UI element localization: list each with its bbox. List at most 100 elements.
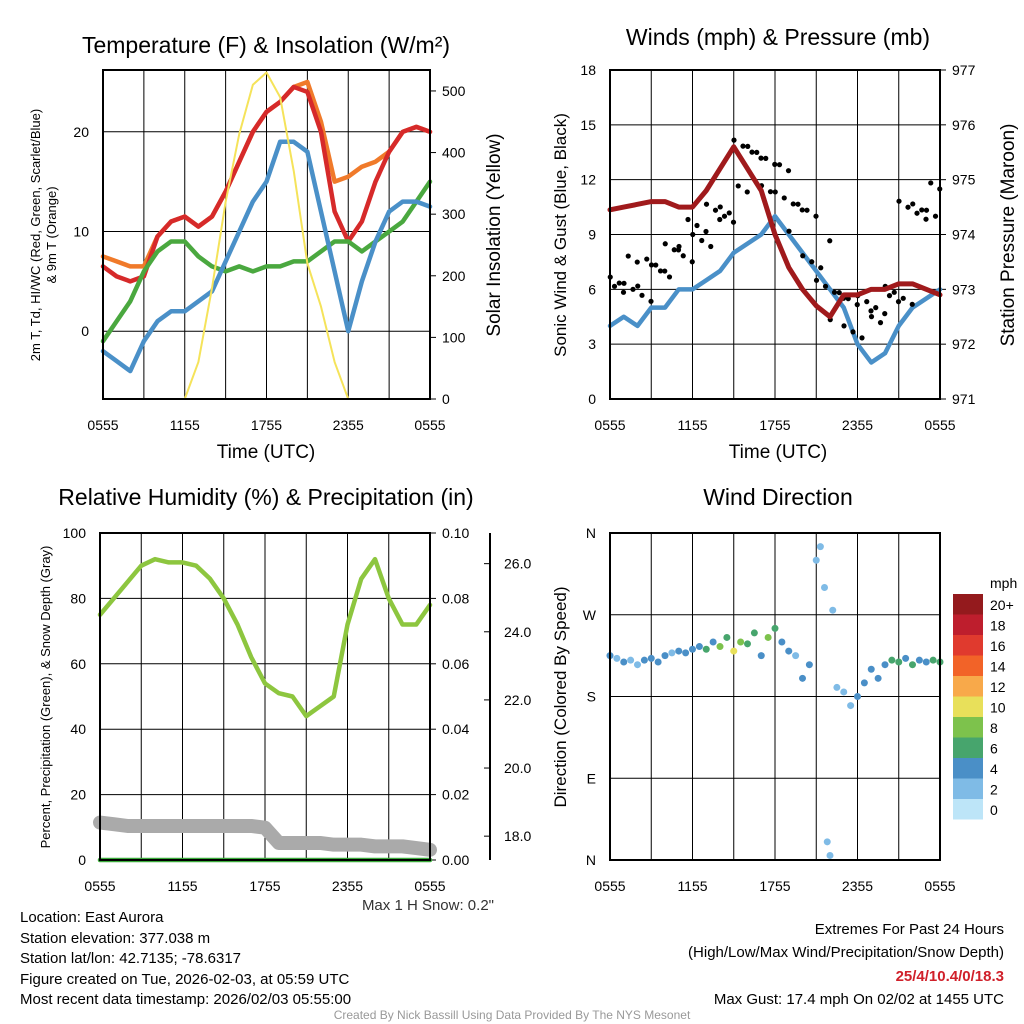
credit-text: Created By Nick Bassill Using Data Provi… bbox=[334, 1008, 691, 1022]
gust-point bbox=[749, 149, 755, 155]
legend-label: 10 bbox=[990, 700, 1006, 716]
legend-swatch bbox=[953, 614, 983, 635]
gust-point bbox=[772, 161, 778, 167]
gust-point bbox=[895, 299, 902, 305]
y2-tick-label: 977 bbox=[952, 62, 976, 78]
gust-point bbox=[776, 162, 783, 168]
gust-point bbox=[676, 243, 682, 250]
y2-tick-label: 976 bbox=[952, 117, 976, 133]
y-tick-label: 6 bbox=[588, 281, 596, 297]
x-tick-label: 2355 bbox=[332, 878, 363, 894]
direction-point bbox=[816, 543, 824, 551]
series-hi-wc-line bbox=[100, 139, 433, 374]
direction-point bbox=[716, 643, 724, 651]
x-tick-label: 0555 bbox=[924, 417, 955, 433]
y-tick-label: 60 bbox=[70, 656, 86, 672]
gust-point bbox=[868, 308, 874, 314]
y2-tick-label: 0.08 bbox=[442, 590, 469, 606]
direction-point bbox=[702, 645, 710, 653]
y2-tick-label: 975 bbox=[952, 172, 976, 188]
gust-point bbox=[745, 143, 751, 149]
y-tick-label: W bbox=[583, 607, 597, 623]
y2-tick-label: 300 bbox=[442, 206, 466, 222]
gust-point bbox=[648, 262, 655, 268]
gust-point bbox=[740, 143, 746, 149]
wind-direction-points bbox=[606, 543, 944, 859]
winddir-panel-title: Wind Direction bbox=[703, 484, 853, 510]
gust-point bbox=[763, 155, 769, 161]
direction-point bbox=[668, 649, 676, 657]
legend-swatch bbox=[953, 737, 983, 758]
gust-point bbox=[712, 207, 719, 213]
direction-point bbox=[840, 688, 848, 696]
x-tick-label: 2355 bbox=[842, 878, 873, 894]
plot-frame bbox=[609, 69, 941, 400]
gust-point bbox=[699, 237, 705, 244]
gust-point bbox=[717, 216, 723, 223]
gust-point bbox=[923, 216, 929, 222]
gust-point bbox=[785, 168, 792, 174]
y2-tick-label: 500 bbox=[442, 83, 466, 99]
temp-y2label: Solar Insolation (Yellow) bbox=[484, 133, 505, 336]
y-tick-label: 0 bbox=[81, 323, 89, 339]
x-tick-label: 0555 bbox=[594, 878, 625, 894]
x-tick-label: 0555 bbox=[84, 878, 115, 894]
legend-swatch bbox=[953, 676, 983, 697]
direction-point bbox=[634, 661, 641, 669]
temp-ylabel-1: 2m T, Td, HI/WC (Red, Green, Scarlet/Blu… bbox=[28, 109, 43, 361]
rh-panel-title: Relative Humidity (%) & Precipitation (i… bbox=[58, 484, 473, 510]
gust-point bbox=[827, 238, 833, 244]
gust-point bbox=[914, 210, 920, 216]
temp-xlabel: Time (UTC) bbox=[217, 442, 316, 463]
direction-point bbox=[829, 606, 837, 614]
y2-tick-label: 0 bbox=[442, 391, 450, 407]
x-tick-label: 1155 bbox=[170, 417, 200, 433]
gust-point bbox=[708, 243, 714, 250]
gust-point bbox=[800, 253, 806, 259]
legend-label: 4 bbox=[990, 761, 998, 777]
direction-point bbox=[640, 656, 648, 664]
gust-point bbox=[891, 289, 897, 295]
max-gust-text: Max Gust: 17.4 mph On 02/02 at 1455 UTC bbox=[714, 991, 1004, 1008]
direction-point bbox=[867, 665, 875, 673]
gust-point bbox=[662, 241, 668, 247]
wind-ylabel: Sonic Wind & Gust (Blue, Black) bbox=[551, 113, 570, 357]
y2-tick-label: 0.02 bbox=[442, 787, 469, 803]
series-rh-line bbox=[97, 556, 433, 719]
legend-label: 18 bbox=[990, 618, 1006, 634]
gust-point bbox=[818, 265, 824, 271]
x-tick-label: 2355 bbox=[333, 417, 364, 433]
gust-point bbox=[635, 283, 641, 289]
gust-point bbox=[813, 277, 820, 283]
gust-point bbox=[795, 201, 801, 207]
winddir-ylabel: Direction (Colored By Speed) bbox=[551, 586, 570, 807]
y2-tick-label: 0.10 bbox=[442, 525, 469, 541]
gust-point bbox=[928, 180, 934, 186]
wind-xlabel: Time (UTC) bbox=[729, 442, 828, 463]
gust-point bbox=[905, 204, 911, 210]
panel-3: N E S W N 0555 1155 1755 2355 0555 mph 20+ 18 16 14 12 1… bbox=[583, 525, 1017, 894]
gust-point bbox=[790, 201, 796, 207]
x-tick-label: 0555 bbox=[414, 417, 445, 433]
panel-2: 0 20 40 60 80 100 0.00 0.02 0.04 0.06 0.08 0.10 18.0… bbox=[63, 525, 532, 894]
y-tick-label: 9 bbox=[588, 227, 596, 243]
direction-point bbox=[778, 638, 786, 646]
plot-frame bbox=[609, 532, 941, 861]
gust-point bbox=[730, 219, 737, 225]
direction-point bbox=[826, 851, 834, 859]
gust-point bbox=[831, 289, 838, 295]
legend-swatch bbox=[953, 717, 983, 738]
legend-label: 12 bbox=[990, 679, 1006, 695]
x-tick-label: 1755 bbox=[759, 878, 790, 894]
gust-point bbox=[680, 253, 686, 259]
gust-point bbox=[657, 268, 664, 274]
legend-swatch bbox=[953, 758, 983, 779]
legend-swatch bbox=[953, 655, 983, 676]
gust-point bbox=[841, 323, 847, 329]
gust-point bbox=[919, 207, 925, 213]
gust-point bbox=[781, 195, 787, 201]
y2-tick-label: 0.00 bbox=[442, 852, 469, 868]
temp-panel-title: Temperature (F) & Insolation (W/m²) bbox=[82, 32, 450, 58]
